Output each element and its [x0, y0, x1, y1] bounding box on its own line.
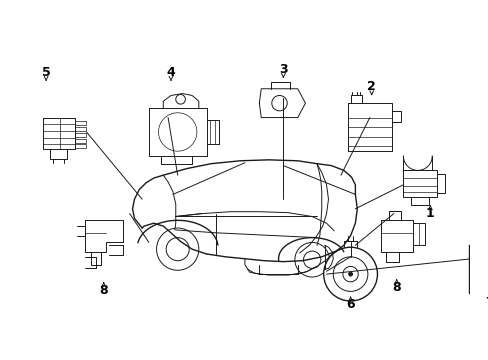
- Circle shape: [166, 238, 189, 261]
- Circle shape: [323, 247, 377, 301]
- Text: 7: 7: [485, 296, 488, 310]
- Circle shape: [170, 124, 185, 140]
- Circle shape: [158, 113, 197, 151]
- Circle shape: [469, 252, 488, 287]
- Text: 8: 8: [99, 284, 108, 297]
- Circle shape: [477, 260, 488, 279]
- Text: 8: 8: [391, 281, 400, 294]
- Circle shape: [303, 251, 320, 268]
- Text: 1: 1: [425, 207, 434, 220]
- Circle shape: [348, 272, 352, 276]
- Circle shape: [294, 242, 329, 277]
- Circle shape: [333, 257, 367, 291]
- Text: 6: 6: [346, 298, 354, 311]
- Circle shape: [271, 95, 286, 111]
- Circle shape: [342, 266, 358, 282]
- Text: 2: 2: [366, 80, 375, 93]
- Circle shape: [156, 228, 199, 270]
- Circle shape: [175, 95, 185, 104]
- Text: 4: 4: [166, 66, 175, 79]
- Text: 5: 5: [41, 66, 50, 79]
- Text: 3: 3: [279, 63, 287, 76]
- Circle shape: [164, 118, 191, 145]
